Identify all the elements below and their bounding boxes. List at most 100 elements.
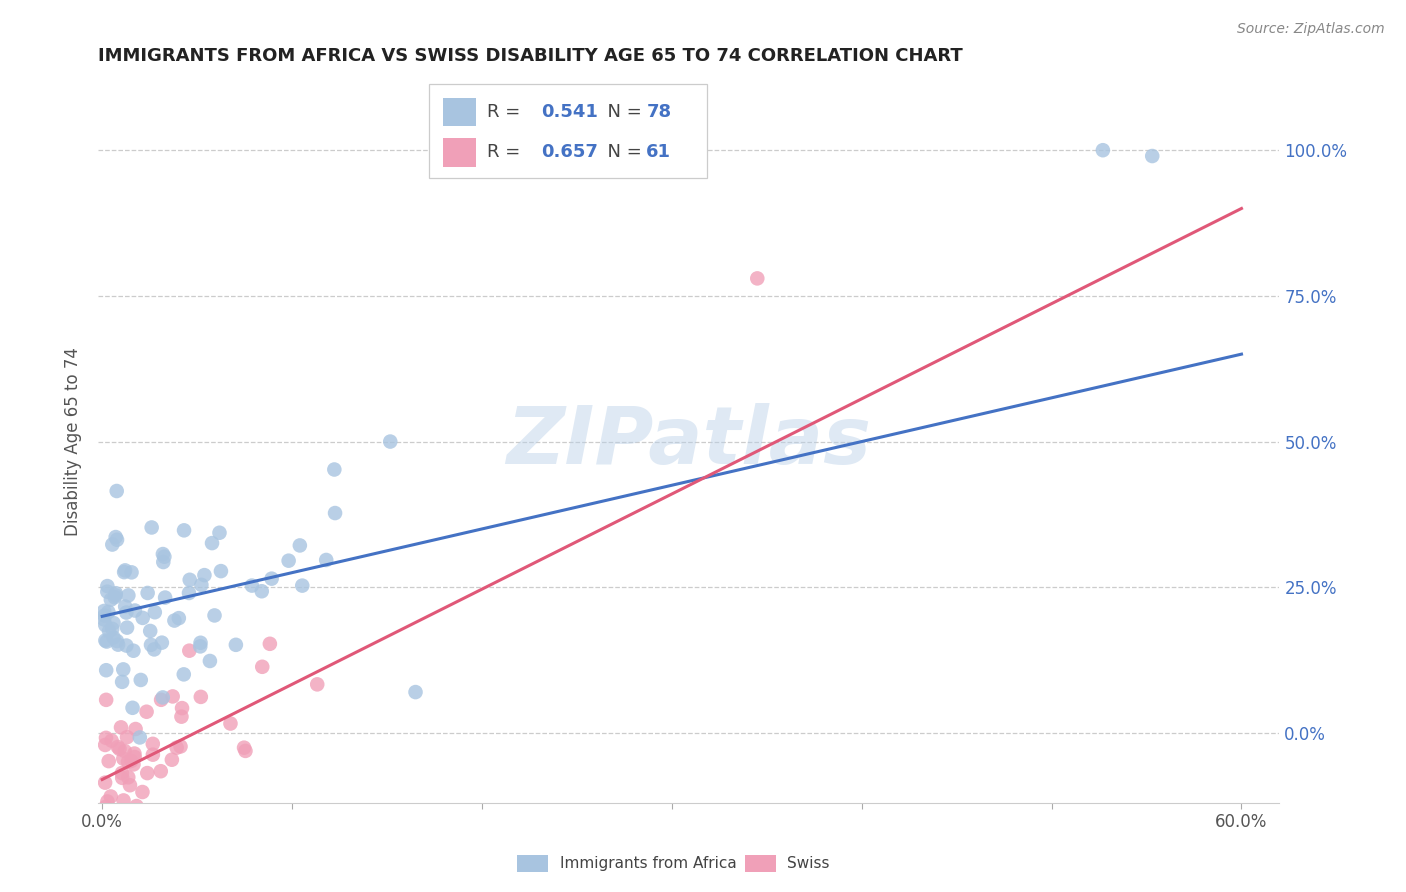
Point xyxy=(152,555,174,569)
Point xyxy=(162,690,184,704)
Point xyxy=(194,809,217,823)
Point xyxy=(405,685,427,699)
Point xyxy=(100,592,122,607)
Point xyxy=(179,643,201,657)
Point xyxy=(114,744,136,758)
Point xyxy=(131,785,153,799)
Point xyxy=(101,814,124,828)
Point xyxy=(108,742,131,756)
Point xyxy=(190,578,212,592)
Point xyxy=(124,750,146,764)
Point xyxy=(112,751,135,765)
Point xyxy=(100,789,122,804)
Point xyxy=(1091,143,1114,157)
Point xyxy=(167,611,190,625)
Point xyxy=(260,572,283,586)
Point xyxy=(118,778,141,792)
Point xyxy=(111,766,134,780)
Point xyxy=(110,720,132,734)
Point xyxy=(252,660,274,674)
Point xyxy=(180,823,202,838)
Point xyxy=(101,622,124,636)
Point xyxy=(103,615,125,630)
Point xyxy=(122,644,145,658)
Point xyxy=(142,737,165,751)
Point xyxy=(98,842,121,856)
Point xyxy=(169,739,191,754)
Point xyxy=(93,612,115,626)
Point xyxy=(240,578,263,592)
Point xyxy=(190,690,212,704)
Text: 61: 61 xyxy=(647,144,671,161)
Point xyxy=(142,747,165,762)
Point xyxy=(131,611,153,625)
Point xyxy=(117,755,139,769)
Point xyxy=(107,739,129,754)
Point xyxy=(149,764,172,779)
Point xyxy=(141,520,163,534)
Point xyxy=(111,771,134,785)
Point xyxy=(96,584,118,599)
Point xyxy=(225,638,247,652)
Point xyxy=(101,537,124,551)
Point xyxy=(97,754,120,768)
Point xyxy=(315,553,337,567)
Point xyxy=(94,775,117,789)
Point xyxy=(105,533,128,547)
Point xyxy=(170,701,193,715)
Point xyxy=(96,579,118,593)
Point xyxy=(112,662,135,676)
Point xyxy=(204,608,226,623)
Point xyxy=(1142,149,1164,163)
Point xyxy=(143,605,166,619)
Point xyxy=(198,654,221,668)
Point xyxy=(160,753,183,767)
Point xyxy=(153,549,176,564)
Point xyxy=(173,667,195,681)
Point xyxy=(209,564,232,578)
Point xyxy=(323,462,346,476)
Point xyxy=(288,538,311,552)
Point xyxy=(96,634,118,648)
Point xyxy=(136,842,159,856)
Point xyxy=(93,806,115,821)
Point xyxy=(115,639,138,653)
Point xyxy=(115,606,138,620)
Point xyxy=(114,563,136,577)
Point xyxy=(163,614,186,628)
Point xyxy=(170,709,193,723)
Point xyxy=(114,599,136,614)
Point xyxy=(139,638,162,652)
Point xyxy=(150,635,173,649)
Point xyxy=(94,738,117,752)
Point xyxy=(104,591,127,605)
Point xyxy=(93,604,115,618)
Text: N =: N = xyxy=(596,144,647,161)
Point xyxy=(129,673,152,687)
Point xyxy=(135,705,157,719)
Point xyxy=(201,536,224,550)
Point xyxy=(190,636,212,650)
Point xyxy=(103,815,125,830)
Point xyxy=(98,624,121,638)
Point xyxy=(179,573,201,587)
Point xyxy=(122,805,145,819)
Point xyxy=(112,793,135,807)
Point xyxy=(94,800,117,814)
Point xyxy=(112,565,135,579)
Point xyxy=(323,506,346,520)
Point xyxy=(115,730,138,744)
Point xyxy=(143,642,166,657)
Point xyxy=(150,693,173,707)
Point xyxy=(188,640,211,654)
Point xyxy=(108,813,131,827)
Point xyxy=(94,731,117,745)
Point xyxy=(233,740,256,755)
Point xyxy=(291,579,314,593)
Point xyxy=(115,621,138,635)
Point xyxy=(93,608,115,623)
Point xyxy=(96,663,118,677)
Point xyxy=(121,566,143,580)
Point xyxy=(111,674,134,689)
Point xyxy=(193,568,215,582)
